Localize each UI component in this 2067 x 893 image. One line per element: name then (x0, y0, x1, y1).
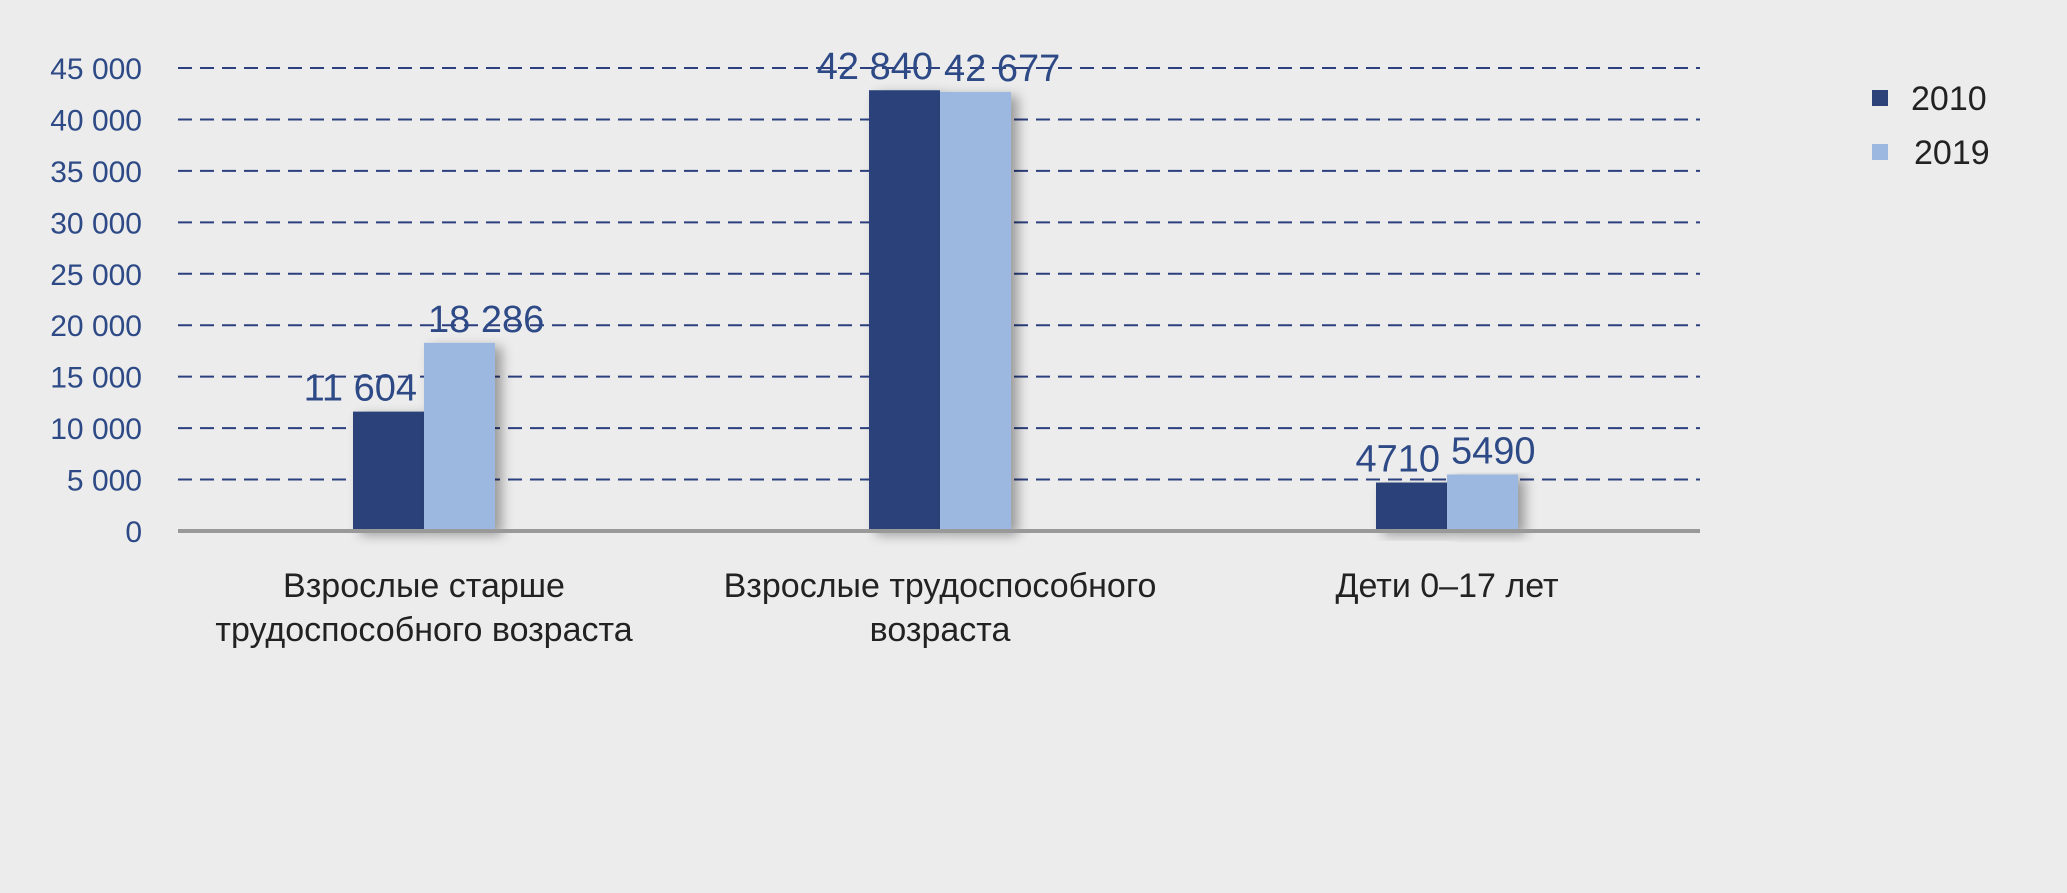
value-label-2010-1: 42 840 (817, 46, 933, 88)
category-label-line: возраста (870, 611, 1011, 649)
bars (353, 90, 1518, 531)
y-tick-label: 45 000 (50, 53, 142, 86)
value-label-2019-0: 18 286 (428, 299, 544, 341)
y-tick-label: 5 000 (67, 465, 142, 498)
bar-2019-2 (1447, 474, 1518, 531)
y-tick-label: 20 000 (50, 310, 142, 343)
y-tick-label: 10 000 (50, 413, 142, 446)
bar-2010-2 (1376, 482, 1447, 531)
category-label-1: Взрослые трудоспособного возраста (724, 567, 1157, 649)
y-tick-label: 35 000 (50, 156, 142, 189)
bar-2019-1 (940, 91, 1011, 531)
y-tick-label: 30 000 (50, 207, 142, 240)
value-label-2010-0: 11 604 (304, 368, 417, 410)
bar-2019-0 (424, 342, 495, 531)
category-label-line: Дети 0–17 лет (1335, 567, 1558, 605)
category-labels: Взрослые старше трудоспособного возрастаВ… (215, 567, 1558, 649)
y-axis-ticks: 0 5 000 10 000 15 000 20 000 25 000 30 000 35 0… (50, 53, 142, 549)
legend-swatch-2019 (1872, 144, 1888, 160)
legend: 2010 2019 (1872, 80, 1990, 172)
category-label-line: трудоспособного возраста (215, 611, 632, 649)
bar-2010-1 (869, 90, 940, 531)
value-label-2010-2: 4710 (1355, 439, 1440, 481)
value-labels: 11 604 42 840 4710 18 286 42 677 5490 (304, 46, 1536, 480)
y-tick-label: 0 (125, 516, 142, 549)
y-tick-label: 15 000 (50, 362, 142, 395)
category-label-line: Взрослые трудоспособного (724, 567, 1157, 605)
category-label-line: Взрослые старше (283, 567, 565, 605)
y-tick-label: 40 000 (50, 104, 142, 137)
value-label-2019-1: 42 677 (944, 48, 1060, 90)
category-label-2: Дети 0–17 лет (1335, 567, 1558, 605)
legend-swatch-2010 (1872, 90, 1888, 106)
legend-label-2010: 2010 (1911, 80, 1987, 118)
category-label-0: Взрослые старше трудоспособного возраста (215, 567, 632, 649)
value-label-2019-2: 5490 (1451, 431, 1536, 473)
legend-label-2019: 2019 (1914, 134, 1990, 172)
y-tick-label: 25 000 (50, 259, 142, 292)
bar-2010-0 (353, 411, 424, 531)
